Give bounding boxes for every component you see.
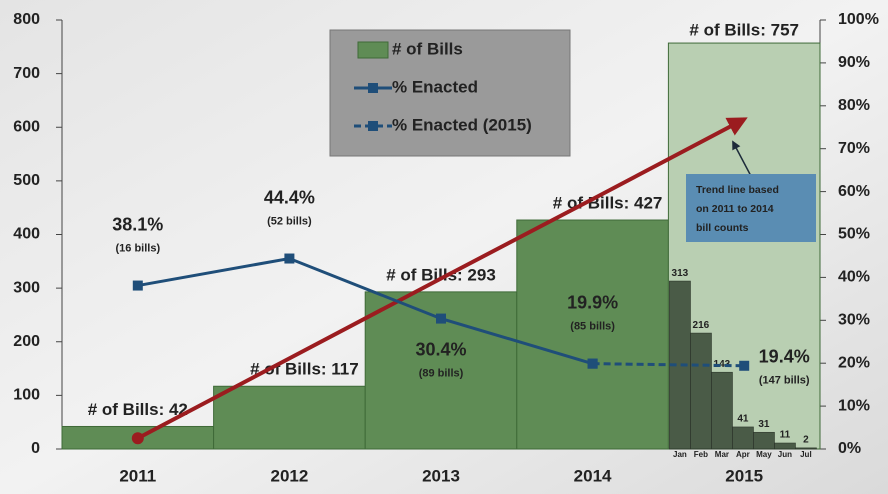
y-tick-label: 600	[13, 118, 40, 135]
month-label: Jul	[800, 450, 812, 459]
month-bar	[795, 447, 817, 450]
y2-tick-label: 60%	[838, 183, 870, 200]
y2-tick-label: 30%	[838, 312, 870, 329]
line-value-label: 19.4%	[759, 347, 810, 367]
bar	[516, 219, 669, 450]
y-tick-label: 100	[13, 387, 40, 404]
legend-swatch	[357, 41, 389, 59]
x-tick-label: 2014	[574, 466, 612, 485]
y2-tick-label: 90%	[838, 54, 870, 71]
bar-value-label: # of Bills: 42	[88, 400, 188, 419]
y2-tick-label: 40%	[838, 269, 870, 286]
y-tick-label: 300	[13, 279, 40, 296]
line-point	[739, 360, 750, 371]
x-tick-label: 2012	[270, 466, 308, 485]
month-label: Jun	[778, 450, 792, 459]
month-bar	[711, 371, 733, 450]
x-tick-label: 2013	[422, 466, 460, 485]
line-bill-label: (147 bills)	[759, 375, 810, 387]
y2-tick-label: 50%	[838, 226, 870, 243]
month-value-label: 2	[803, 435, 809, 446]
line-point	[436, 313, 446, 324]
bar	[213, 385, 366, 450]
y-tick-label: 700	[13, 65, 40, 82]
line-bill-label: (85 bills)	[570, 321, 615, 333]
x-tick-label: 2011	[119, 466, 156, 485]
y2-tick-label: 10%	[838, 397, 870, 414]
line-bill-label: (89 bills)	[419, 367, 464, 379]
trend-line	[136, 117, 748, 441]
bar-value-label: # of Bills: 757	[689, 21, 799, 40]
legend-label: % Enacted (2015)	[392, 115, 532, 134]
month-value-label: 31	[758, 419, 770, 430]
bar-value-label: # of Bills: 293	[386, 265, 496, 284]
y-tick-label: 800	[13, 11, 40, 28]
y2-tick-label: 100%	[838, 11, 879, 28]
line-point	[132, 280, 143, 291]
line-bill-label: (52 bills)	[267, 215, 312, 227]
legend-label: # of Bills	[392, 39, 463, 58]
x-tick-label: 2015	[725, 466, 763, 485]
month-bar	[690, 332, 712, 450]
line-value-label: 38.1%	[112, 214, 163, 234]
month-bar	[774, 442, 796, 450]
line	[137, 256, 594, 366]
line-value-label: 19.9%	[567, 292, 618, 312]
y-tick-label: 200	[13, 333, 40, 350]
month-label: Apr	[736, 450, 750, 459]
legend: # of Bills % Enacted % Enacted (2015)	[329, 29, 571, 157]
y2-tick-label: 80%	[838, 97, 870, 114]
y2-tick-label: 70%	[838, 140, 870, 157]
month-label: Feb	[694, 450, 708, 459]
line-point	[284, 253, 295, 264]
line	[592, 362, 745, 368]
line-value-label: 44.4%	[264, 187, 315, 207]
month-bar	[732, 426, 754, 450]
y2-tick-label: 0%	[838, 440, 861, 457]
month-value-label: 313	[672, 268, 689, 279]
legend-marker	[368, 121, 378, 131]
month-bar	[753, 431, 775, 450]
annotation-arrow	[732, 140, 753, 179]
y-tick-label: 0	[31, 440, 40, 457]
legend-label: % Enacted	[392, 77, 478, 96]
month-value-label: 143	[714, 359, 731, 370]
y-tick-label: 400	[13, 226, 40, 243]
line-value-label: 30.4%	[415, 339, 466, 359]
month-value-label: 41	[737, 414, 749, 425]
line-point	[587, 358, 598, 369]
month-label: Mar	[715, 450, 729, 459]
line-bill-label: (16 bills)	[115, 242, 160, 254]
annotation-box	[686, 174, 816, 242]
month-label: May	[756, 450, 772, 459]
month-label: Jan	[673, 450, 687, 459]
trend-start	[131, 432, 144, 445]
y-tick-label: 500	[13, 172, 40, 189]
month-value-label: 11	[780, 430, 791, 441]
annotation: Trend line based on 2011 to 2014 bill coun…	[696, 184, 779, 234]
y2-tick-label: 20%	[838, 354, 870, 371]
legend-marker	[368, 83, 378, 93]
month-value-label: 216	[693, 320, 710, 331]
